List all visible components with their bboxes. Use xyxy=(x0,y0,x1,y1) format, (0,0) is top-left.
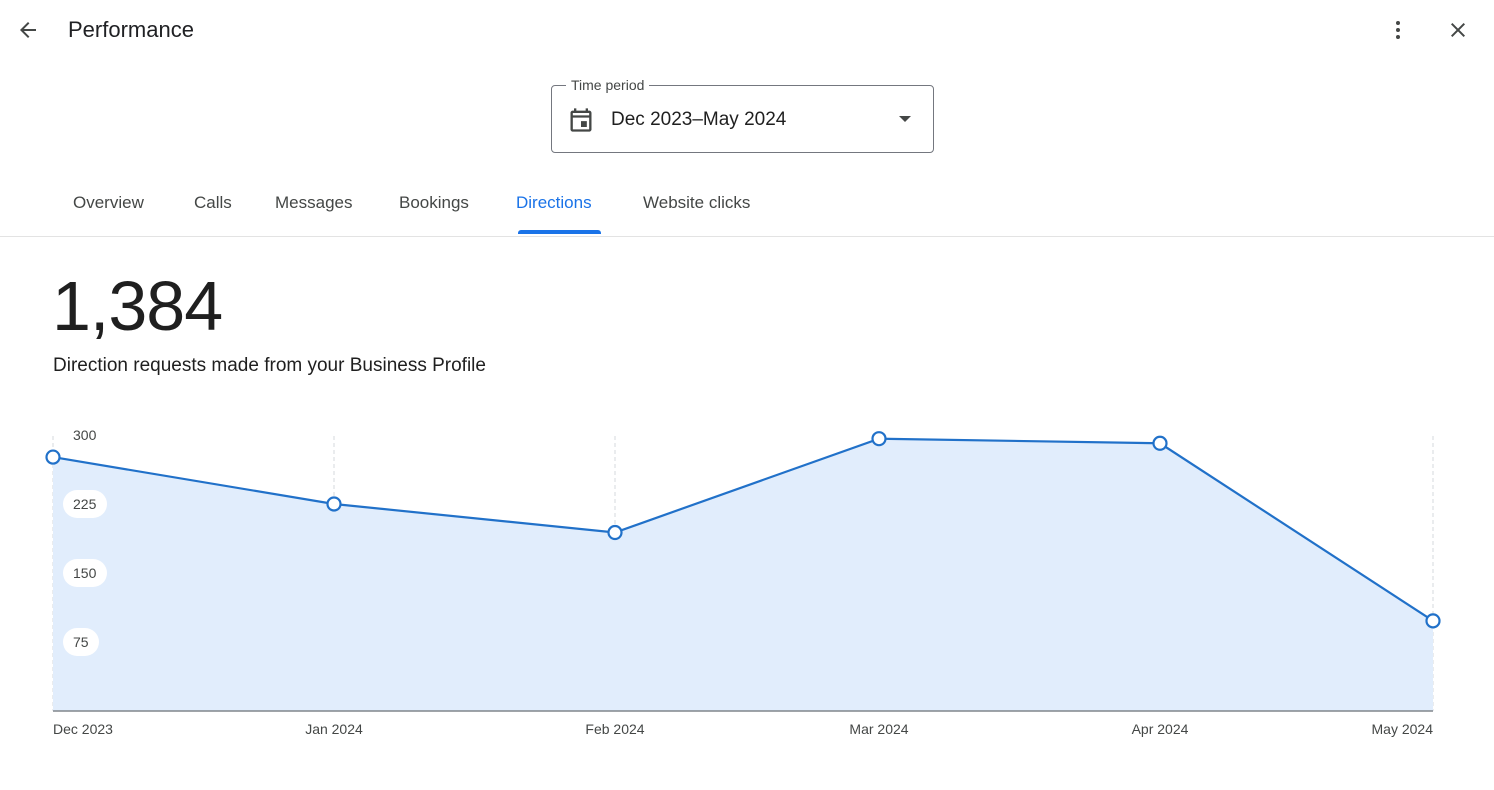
x-tick-label-2: Feb 2024 xyxy=(585,721,644,737)
dropdown-arrow-icon xyxy=(899,116,911,122)
more-options-button[interactable] xyxy=(1378,10,1418,50)
tab-bookings[interactable]: Bookings xyxy=(399,193,469,212)
y-tick-label-1: 225 xyxy=(73,496,97,512)
arrow-back-icon xyxy=(20,22,36,38)
tab-directions[interactable]: Directions xyxy=(516,193,592,212)
y-tick-pill-2 xyxy=(63,559,107,587)
metric-description: Direction requests made from your Busine… xyxy=(53,355,486,376)
time-period-select[interactable]: Time period Dec 2023–May 2024 xyxy=(551,77,934,153)
back-button[interactable] xyxy=(8,10,48,50)
x-tick-label-5: May 2024 xyxy=(1372,721,1434,737)
directions-line-chart: 300 225 150 75 Dec 2023 Jan 2024 Feb 2024 Mar 2… xyxy=(45,427,1441,737)
tab-calls[interactable]: Calls xyxy=(194,193,232,212)
top-bar: Performance xyxy=(0,0,1494,60)
y-tick-label-0: 300 xyxy=(73,427,97,443)
y-tick-pill-1 xyxy=(63,490,107,518)
time-period-label: Time period xyxy=(566,77,650,93)
close-button[interactable] xyxy=(1438,10,1478,50)
tab-overview[interactable]: Overview xyxy=(73,193,144,212)
page-title: Performance xyxy=(68,17,194,42)
data-point-2 xyxy=(607,524,623,541)
x-tick-label-4: Apr 2024 xyxy=(1132,721,1189,737)
metric-tabs: Overview Calls Messages Bookings Directi… xyxy=(0,183,1494,237)
x-tick-label-0: Dec 2023 xyxy=(53,721,113,737)
x-tick-label-1: Jan 2024 xyxy=(305,721,363,737)
active-tab-indicator xyxy=(518,230,601,234)
calendar-icon xyxy=(570,108,592,132)
time-period-value: Dec 2023–May 2024 xyxy=(611,109,787,130)
tab-messages[interactable]: Messages xyxy=(275,193,353,212)
y-tick-label-2: 150 xyxy=(73,565,97,581)
data-point-3 xyxy=(871,431,887,447)
x-tick-label-3: Mar 2024 xyxy=(849,721,908,737)
series-area xyxy=(53,438,1433,711)
data-point-5 xyxy=(1425,613,1441,629)
tab-website-clicks[interactable]: Website clicks xyxy=(643,193,751,212)
y-tick-label-3: 75 xyxy=(73,634,89,650)
y-tick-pill-3 xyxy=(63,628,99,656)
data-point-4 xyxy=(1152,435,1168,451)
metric-total: 1,384 xyxy=(52,267,223,345)
data-point-1 xyxy=(326,496,342,512)
data-point-0 xyxy=(45,449,61,465)
series-line xyxy=(52,437,1434,622)
more-vert-icon xyxy=(1396,21,1400,39)
close-icon xyxy=(1451,23,1465,37)
